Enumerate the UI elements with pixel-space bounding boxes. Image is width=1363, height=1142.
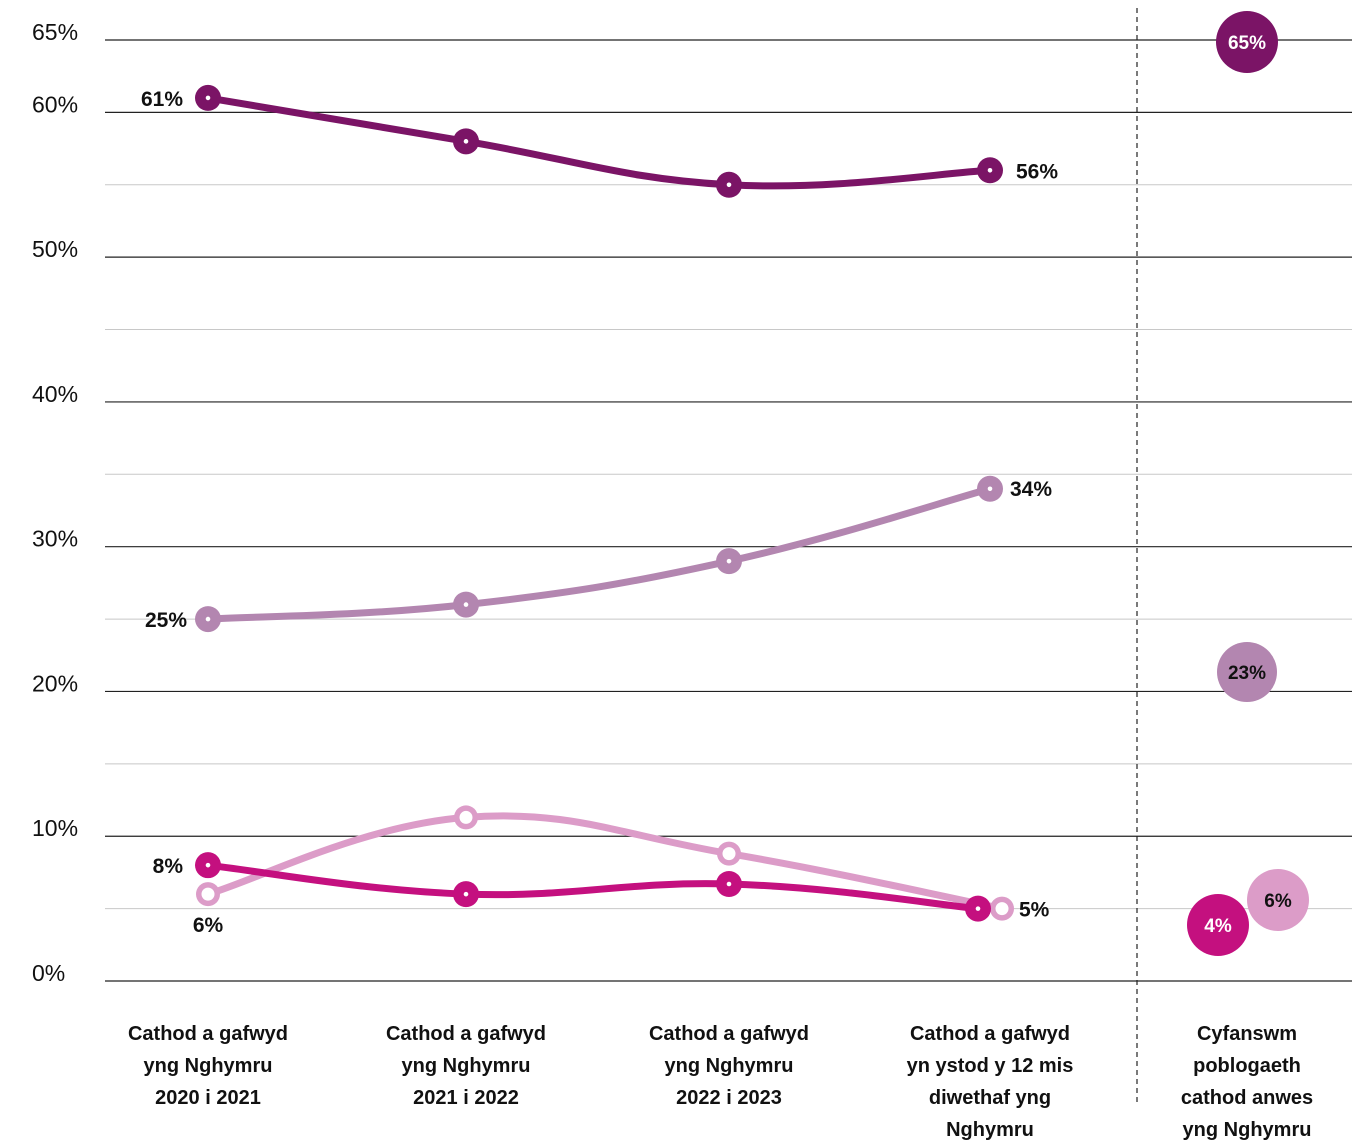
total-bubble-label: 65%: [1228, 33, 1266, 54]
data-label: 61%: [141, 88, 183, 111]
data-point-center: [201, 887, 215, 901]
y-tick-label: 0%: [32, 960, 65, 986]
y-tick-label: 20%: [32, 670, 78, 696]
data-label: 34%: [1010, 478, 1052, 501]
data-point-center: [726, 558, 732, 564]
total-bubble: [1216, 11, 1278, 73]
x-category-label: Cathod a gafwyd: [386, 1023, 546, 1045]
data-point-center: [205, 616, 211, 622]
data-point-center: [975, 906, 981, 911]
x-category-label: 2022 i 2023: [676, 1087, 782, 1109]
x-category-label: 2020 i 2021: [155, 1087, 261, 1109]
x-category-label: Cathod a gafwyd: [910, 1023, 1070, 1045]
grid: [105, 39, 1352, 982]
y-tick-label: 50%: [32, 236, 78, 262]
total-bubble-label: 6%: [1264, 891, 1292, 912]
x-category-label: cathod anwes: [1181, 1087, 1313, 1109]
data-point-center: [995, 902, 1009, 916]
data-point-center: [987, 486, 993, 492]
data-label: 56%: [1016, 160, 1058, 183]
data-point-center: [463, 602, 469, 607]
y-tick-label: 60%: [32, 91, 78, 117]
x-axis-categories: Cathod a gafwyd yng Nghymru 2020 i 2021 Cat…: [128, 1023, 1313, 1141]
x-category-label: poblogaeth: [1193, 1055, 1301, 1077]
data-label: 25%: [145, 609, 187, 632]
x-category-label: yng Nghymru: [1183, 1119, 1312, 1141]
x-category-label: 2021 i 2022: [413, 1087, 519, 1109]
series-line: [204, 485, 994, 623]
data-label: 6%: [193, 914, 224, 937]
data-label: 5%: [1019, 899, 1050, 922]
data-label: 8%: [153, 855, 184, 878]
data-labels: 61% 56% 25% 34% 6% 5% 8%: [141, 88, 1058, 937]
total-bubble-label: 4%: [1204, 916, 1232, 937]
x-category-label: yng Nghymru: [402, 1055, 531, 1077]
data-point-center: [463, 891, 469, 897]
x-category-label: Cyfanswm: [1197, 1023, 1297, 1045]
x-category-label: Nghymru: [946, 1119, 1034, 1141]
x-category-label: Cathod a gafwyd: [649, 1023, 809, 1045]
total-bubble: [1247, 869, 1309, 931]
total-bubble: [1187, 894, 1249, 956]
x-category-label: yng Nghymru: [665, 1055, 794, 1077]
series-line: [204, 812, 1006, 913]
total-bubble-label: 23%: [1228, 663, 1266, 684]
y-tick-label: 30%: [32, 526, 78, 552]
series-line: [204, 861, 982, 913]
data-point-center: [463, 139, 469, 144]
series-line: [204, 94, 994, 190]
data-point-center: [459, 810, 473, 824]
y-tick-label: 10%: [32, 815, 78, 841]
data-point-center: [722, 847, 736, 861]
y-tick-label: 40%: [32, 381, 78, 407]
data-point-center: [205, 95, 211, 101]
x-category-label: Cathod a gafwyd: [128, 1023, 288, 1045]
x-category-label: diwethaf yng: [929, 1087, 1051, 1109]
y-axis-ticks: 0% 10% 20% 30% 40% 50% 60% 65%: [32, 19, 78, 986]
series-lines: [195, 84, 1014, 922]
total-bubbles: 65% 23% 6% 4%: [1187, 11, 1309, 956]
y-tick-label: 65%: [32, 19, 78, 45]
data-point-center: [987, 167, 993, 173]
x-category-label: yn ystod y 12 mis: [907, 1055, 1074, 1077]
total-bubble: [1217, 642, 1277, 702]
data-point-center: [205, 862, 211, 868]
data-point-center: [726, 881, 732, 887]
x-category-label: yng Nghymru: [144, 1055, 273, 1077]
data-point-center: [726, 182, 732, 188]
